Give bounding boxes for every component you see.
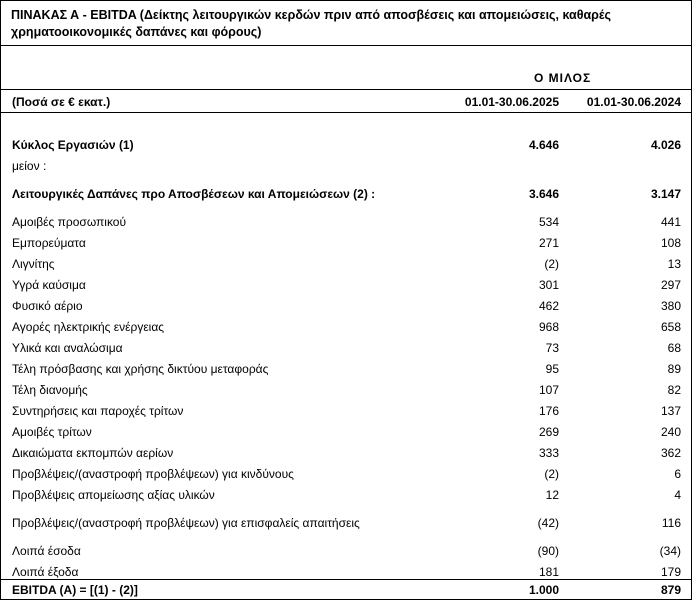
row-value-2025: 12: [545, 488, 559, 502]
group-label: Ο ΜΙΛΟΣ: [534, 71, 592, 85]
row-value-2025: (2): [544, 467, 559, 481]
column-header-2024: 01.01-30.06.2024: [586, 95, 681, 109]
total-label: EBITDA (A) = [(1) - (2)]: [12, 583, 138, 597]
row-value-2024: (34): [659, 544, 681, 558]
row-label: Τέλη διανομής: [12, 383, 88, 397]
row-value-2025: 176: [538, 404, 559, 418]
row-value-2024: 441: [660, 215, 681, 229]
row-value-2025: 73: [545, 341, 559, 355]
row-value-2025: 107: [538, 383, 559, 397]
row-label: Αμοιβές προσωπικού: [12, 215, 127, 229]
row-value-2024: 82: [667, 383, 681, 397]
row-value-2024: 4.026: [650, 138, 681, 152]
row-value-2024: 13: [667, 257, 681, 271]
row-label: Αγορές ηλεκτρικής ενέργειας: [12, 320, 165, 334]
row-value-2025: 95: [545, 362, 559, 376]
row-label: Προβλέψεις/(αναστροφή προβλέψεων) για επ…: [12, 516, 360, 530]
row-value-2025: 333: [538, 446, 559, 460]
row-value-2024: 658: [660, 320, 681, 334]
row-value-2025: 269: [538, 425, 559, 439]
row-value-2024: 3.147: [650, 187, 681, 201]
row-value-2025: 462: [538, 299, 559, 313]
row-value-2024: 4: [674, 488, 681, 502]
amounts-label: (Ποσά σε € εκατ.): [12, 95, 111, 109]
row-value-2024: 297: [660, 278, 681, 292]
row-value-2025: 181: [538, 565, 559, 579]
row-value-2025: (90): [537, 544, 559, 558]
row-value-2024: 240: [660, 425, 681, 439]
row-label: Φυσικό αέριο: [12, 299, 83, 313]
row-label: Προβλέψεις/(αναστροφή προβλέψεων) για κι…: [12, 467, 294, 481]
row-label: Τέλη πρόσβασης και χρήσης δικτύου μεταφο…: [12, 362, 269, 376]
row-value-2025: (2): [544, 257, 559, 271]
row-value-2025: 4.646: [528, 138, 559, 152]
divider: [1, 89, 691, 90]
table-title: ΠΙΝΑΚΑΣ Α - EBITDA (Δείκτης λειτουργικών…: [1, 1, 691, 46]
row-label: Προβλέψεις απομείωσης αξίας υλικών: [12, 488, 215, 502]
row-label: Λιγνίτης: [12, 257, 55, 271]
row-value-2025: 3.646: [528, 187, 559, 201]
row-value-2024: 179: [660, 565, 681, 579]
total-value-2025: 1.000: [528, 583, 559, 597]
column-header-2025: 01.01-30.06.2025: [464, 95, 559, 109]
divider: [1, 112, 691, 113]
divider: [1, 579, 691, 580]
row-value-2024: 108: [660, 236, 681, 250]
row-value-2024: 89: [667, 362, 681, 376]
row-label: Λοιπά έσοδα: [12, 544, 81, 558]
row-value-2024: 137: [660, 404, 681, 418]
row-label: Λοιπά έξοδα: [12, 565, 79, 579]
row-value-2025: 968: [538, 320, 559, 334]
row-label: Κύκλος Εργασιών (1): [12, 138, 134, 152]
row-label: Συντηρήσεις και παροχές τρίτων: [12, 404, 184, 418]
row-value-2025: 271: [538, 236, 559, 250]
row-value-2024: 68: [667, 341, 681, 355]
row-label: Δικαιώματα εκπομπών αερίων: [12, 446, 174, 460]
row-value-2024: 380: [660, 299, 681, 313]
row-label: Αμοιβές τρίτων: [12, 425, 92, 439]
row-value-2025: 301: [538, 278, 559, 292]
row-value-2025: (42): [537, 516, 559, 530]
total-value-2024: 879: [660, 583, 681, 597]
row-value-2024: 6: [674, 467, 681, 481]
row-label: μείον :: [12, 159, 47, 173]
row-value-2024: 362: [660, 446, 681, 460]
row-label: Λειτουργικές Δαπάνες προ Αποσβέσεων και …: [12, 187, 376, 201]
row-label: Υγρά καύσιμα: [12, 278, 86, 292]
row-label: Υλικά και αναλώσιμα: [12, 341, 123, 355]
row-value-2025: 534: [538, 215, 559, 229]
row-label: Εμπορεύματα: [12, 236, 86, 250]
row-value-2024: 116: [661, 516, 681, 530]
